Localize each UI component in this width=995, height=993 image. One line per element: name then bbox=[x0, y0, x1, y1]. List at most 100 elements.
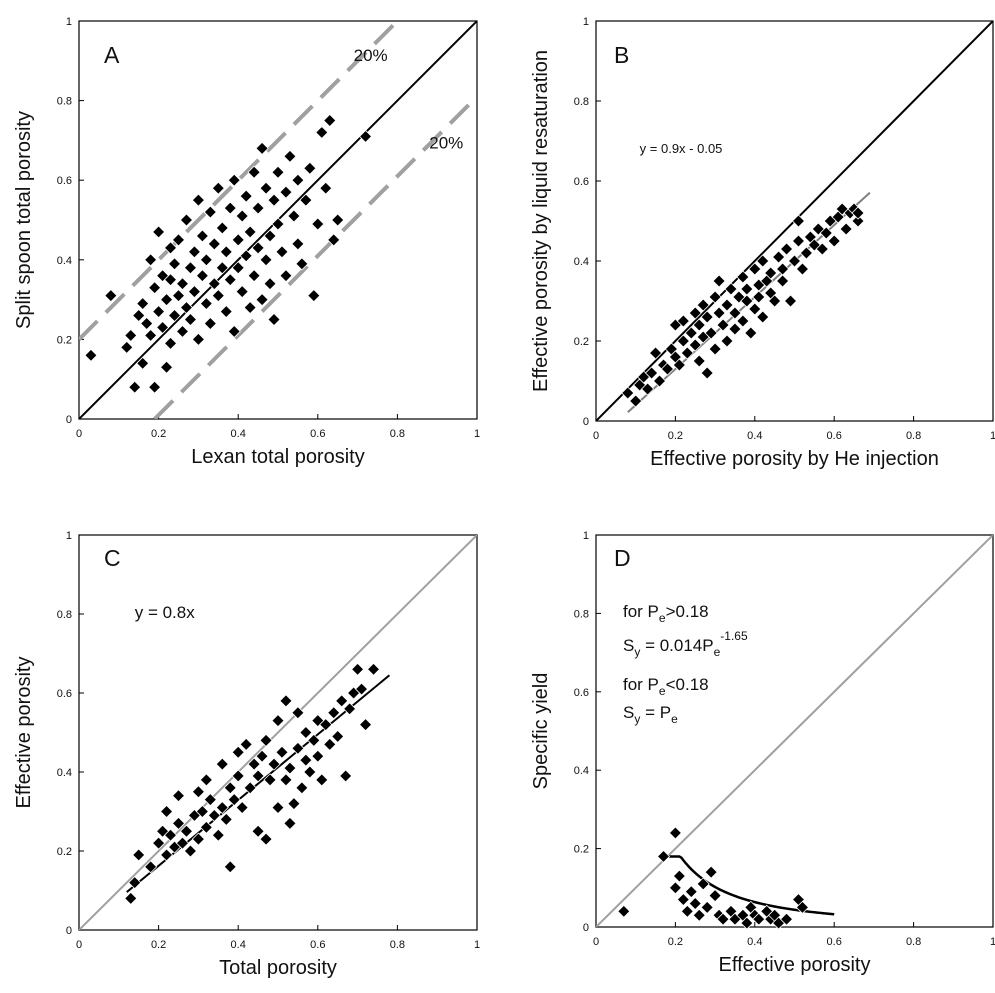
data-point bbox=[239, 249, 253, 263]
data-point bbox=[764, 266, 778, 280]
data-point bbox=[191, 785, 205, 799]
data-point bbox=[331, 213, 345, 227]
data-point bbox=[211, 828, 225, 842]
data-point bbox=[779, 912, 794, 926]
data-point bbox=[171, 789, 186, 803]
data-point bbox=[756, 310, 770, 324]
data-point bbox=[791, 234, 806, 248]
data-point bbox=[152, 836, 166, 850]
y-tick-label: 0.2 bbox=[574, 336, 589, 348]
data-point bbox=[140, 316, 154, 331]
data-point bbox=[648, 346, 663, 360]
data-point bbox=[227, 173, 241, 187]
data-point bbox=[279, 694, 293, 708]
data-point bbox=[668, 826, 682, 840]
data-point bbox=[231, 233, 245, 247]
data-point bbox=[227, 324, 241, 339]
data-point bbox=[319, 718, 333, 732]
data-point bbox=[231, 745, 245, 759]
x-tick-label: 0 bbox=[76, 428, 82, 440]
data-point bbox=[120, 340, 134, 354]
x-tick-label: 0.4 bbox=[747, 936, 762, 948]
y-axis-label: Effective porosity bbox=[13, 657, 35, 809]
data-point bbox=[243, 300, 257, 315]
data-point bbox=[104, 289, 118, 303]
data-point bbox=[299, 725, 313, 740]
data-point bbox=[223, 201, 237, 215]
panel-d: 0 0.2 0.4 0.6 0.8 1 0 0.2 0.4 0.6 0.8 1 Effective po… bbox=[530, 530, 995, 976]
data-point bbox=[207, 237, 221, 251]
y-tick-label: 0 bbox=[66, 414, 72, 426]
data-point bbox=[629, 394, 643, 408]
x-tick-label: 0.4 bbox=[747, 430, 762, 442]
data-point bbox=[680, 904, 694, 918]
data-point bbox=[772, 250, 786, 264]
data-point bbox=[271, 165, 285, 179]
data-point bbox=[199, 820, 213, 834]
data-point bbox=[235, 285, 249, 299]
plot-frame bbox=[78, 534, 478, 931]
data-point bbox=[195, 269, 209, 283]
data-point bbox=[720, 298, 734, 312]
data-point bbox=[247, 165, 261, 179]
y-tick-label: 1 bbox=[583, 530, 589, 542]
data-point bbox=[704, 865, 718, 879]
y-tick-label: 0.2 bbox=[57, 334, 72, 346]
y-tick-label: 0.4 bbox=[574, 765, 589, 777]
data-point bbox=[684, 326, 698, 340]
y-tick-label: 0.6 bbox=[57, 175, 72, 187]
data-point bbox=[171, 233, 186, 247]
data-point bbox=[299, 753, 313, 767]
data-point bbox=[251, 241, 265, 255]
data-point bbox=[680, 346, 694, 360]
data-point bbox=[251, 769, 265, 783]
data-point bbox=[239, 737, 253, 751]
x-tick-label: 0 bbox=[593, 430, 599, 442]
y-tick-label: 0 bbox=[66, 925, 72, 937]
y-axis-label: Specific yield bbox=[530, 673, 552, 790]
data-point bbox=[728, 306, 742, 320]
data-point bbox=[287, 209, 301, 223]
data-point bbox=[191, 332, 205, 346]
data-point bbox=[740, 294, 754, 308]
y-tick-label: 0 bbox=[583, 922, 589, 934]
data-point bbox=[291, 706, 305, 720]
data-point bbox=[263, 277, 277, 291]
data-point bbox=[159, 804, 174, 819]
data-point bbox=[203, 316, 217, 331]
data-point bbox=[247, 757, 261, 771]
data-point bbox=[163, 336, 178, 350]
data-point bbox=[159, 848, 174, 862]
data-point bbox=[748, 302, 762, 316]
data-point bbox=[271, 714, 285, 728]
y-tick-label: 0.4 bbox=[574, 256, 589, 268]
data-point bbox=[736, 314, 750, 328]
data-point bbox=[156, 320, 170, 335]
data-point bbox=[776, 262, 790, 276]
data-point bbox=[124, 891, 138, 905]
data-point bbox=[183, 312, 198, 327]
data-point bbox=[152, 225, 166, 239]
data-point bbox=[676, 314, 690, 328]
data-point bbox=[207, 808, 221, 823]
data-point bbox=[355, 682, 369, 696]
x-tick-label: 0.8 bbox=[390, 428, 405, 440]
data-point bbox=[700, 900, 714, 914]
data-point bbox=[255, 749, 269, 763]
data-point bbox=[672, 869, 686, 883]
fit-line bbox=[596, 535, 993, 927]
data-point bbox=[724, 282, 738, 296]
panel-letter: C bbox=[104, 545, 121, 571]
data-point bbox=[199, 297, 213, 311]
data-point bbox=[335, 694, 349, 708]
data-point bbox=[688, 896, 702, 911]
data-point bbox=[163, 828, 178, 842]
data-point bbox=[744, 326, 758, 340]
data-point bbox=[211, 289, 225, 303]
equation-text: for Pe>0.18 bbox=[623, 602, 709, 625]
data-point bbox=[251, 824, 265, 838]
y-tick-label: 0.8 bbox=[574, 608, 589, 620]
data-point bbox=[128, 876, 142, 890]
data-point bbox=[215, 757, 229, 771]
x-tick-label: 0.4 bbox=[231, 428, 246, 440]
